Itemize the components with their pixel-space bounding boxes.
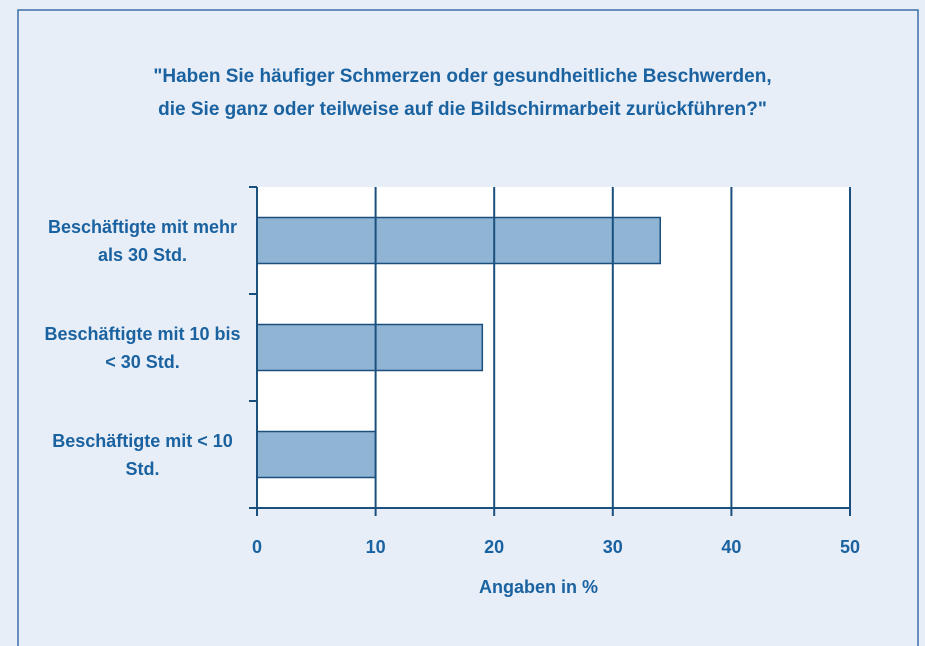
x-tick-label: 50 [840,537,860,557]
y-tick-label: Beschäftigte mit 10 bis < 30 Std. [44,323,241,372]
bar [256,323,484,372]
x-tick-label: 40 [721,537,741,557]
y-tick-label: Beschäftigte mit mehr als 30 Std. [47,216,238,265]
x-tick-label: 0 [252,537,262,557]
chart-title: "Haben Sie häufiger Schmerzen oder gesun… [153,66,772,120]
y-tick-label: Beschäftigte mit < 10 Std. [52,430,233,479]
bar [256,216,661,265]
x-axis-label: Angaben in % [479,577,598,597]
x-tick-label: 30 [603,537,623,557]
x-tick-label: 10 [366,537,386,557]
bar [256,430,377,479]
frame [17,9,919,646]
x-tick-label: 20 [484,537,504,557]
